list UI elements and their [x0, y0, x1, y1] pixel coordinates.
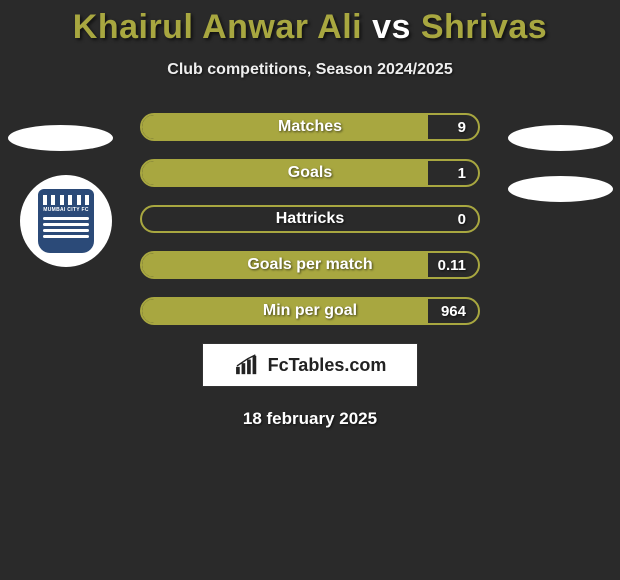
- stat-label: Matches: [142, 115, 478, 139]
- player1-name: Khairul Anwar Ali: [73, 8, 362, 46]
- comparison-title: Khairul Anwar Ali vs Shrivas: [0, 0, 620, 47]
- brand-name: FcTables.com: [268, 355, 387, 376]
- player1-club-badge: MUMBAI CITY FC: [20, 175, 112, 267]
- chart-icon: [234, 354, 262, 376]
- stat-value: 0.11: [438, 253, 466, 277]
- player2-name: Shrivas: [421, 8, 547, 46]
- player2-club-placeholder: [508, 176, 613, 202]
- stat-row: Min per goal964: [140, 297, 480, 325]
- player1-flag-placeholder: [8, 125, 113, 151]
- stat-value: 9: [458, 115, 466, 139]
- player2-flag-placeholder: [508, 125, 613, 151]
- stat-row: Goals per match0.11: [140, 251, 480, 279]
- vs-text: vs: [372, 8, 411, 46]
- stat-value: 964: [441, 299, 466, 323]
- brand-badge: FcTables.com: [202, 343, 418, 387]
- stat-label: Goals: [142, 161, 478, 185]
- stat-row: Hattricks0: [140, 205, 480, 233]
- date-label: 18 february 2025: [0, 409, 620, 429]
- stat-label: Hattricks: [142, 207, 478, 231]
- stat-value: 1: [458, 161, 466, 185]
- stat-row: Matches9: [140, 113, 480, 141]
- subtitle: Club competitions, Season 2024/2025: [0, 61, 620, 79]
- stat-row: Goals1: [140, 159, 480, 187]
- stat-value: 0: [458, 207, 466, 231]
- club-shield-icon: MUMBAI CITY FC: [38, 189, 94, 253]
- stat-label: Min per goal: [142, 299, 478, 323]
- club-name: MUMBAI CITY FC: [43, 207, 89, 213]
- stat-label: Goals per match: [142, 253, 478, 277]
